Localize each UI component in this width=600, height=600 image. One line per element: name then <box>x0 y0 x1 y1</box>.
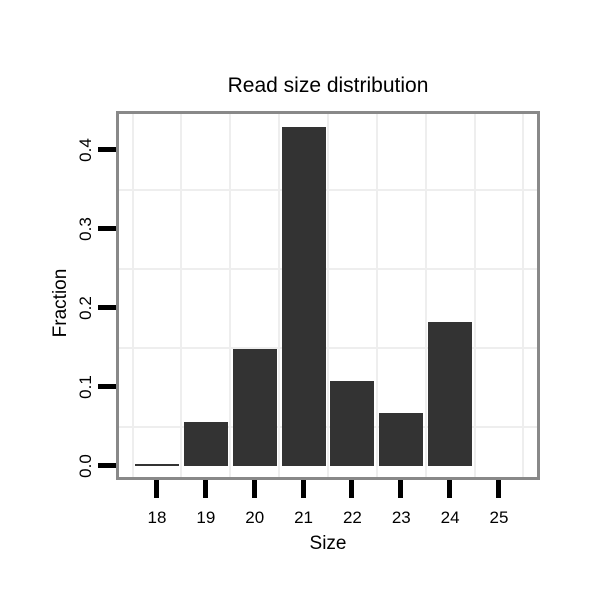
gridline-vertical <box>131 114 134 477</box>
plot-panel <box>116 111 540 480</box>
y-axis-tick <box>98 226 116 231</box>
y-axis-tick-label: 0.0 <box>76 454 95 478</box>
y-axis-tick-label: 0.3 <box>76 217 95 241</box>
gridline-horizontal <box>119 188 537 191</box>
bar-size-20 <box>232 349 277 466</box>
x-axis-tick-label: 21 <box>294 508 314 527</box>
bar-size-23 <box>379 413 424 466</box>
gridline-vertical <box>522 114 525 477</box>
x-axis-tick <box>398 480 404 498</box>
x-axis-tick <box>154 480 159 498</box>
x-axis-tick <box>496 480 501 498</box>
x-axis-tick <box>202 480 208 498</box>
gridline-vertical <box>424 114 427 477</box>
x-axis-tick-label: 24 <box>440 508 460 527</box>
bar-size-19 <box>183 422 228 466</box>
gridline-horizontal <box>119 267 537 270</box>
x-axis-tick-label: 20 <box>245 508 265 527</box>
bar-size-21 <box>281 127 326 466</box>
x-axis-tick-label: 18 <box>147 508 167 527</box>
gridline-horizontal <box>119 346 537 349</box>
x-axis-tick <box>300 480 306 498</box>
y-axis-tick <box>98 305 116 310</box>
y-axis-tick <box>98 147 116 152</box>
x-axis-tick <box>251 480 257 498</box>
gridline-vertical <box>278 114 281 477</box>
gridline-vertical <box>180 114 183 477</box>
x-axis-tick <box>447 480 453 498</box>
x-axis-tick-label: 22 <box>342 508 362 527</box>
gridline-horizontal <box>119 111 537 112</box>
bar-size-22 <box>330 381 375 466</box>
gridline-vertical <box>327 114 329 477</box>
y-axis-label: Fraction <box>50 268 71 338</box>
y-axis-tick <box>98 384 116 389</box>
gridline-horizontal <box>119 425 537 428</box>
x-axis-tick <box>349 480 355 498</box>
gridline-vertical <box>375 114 378 477</box>
bar-size-18 <box>135 464 179 466</box>
x-axis-tick-label: 25 <box>489 508 509 527</box>
x-axis-tick-label: 23 <box>391 508 411 527</box>
y-axis-tick-label: 0.2 <box>76 296 95 320</box>
x-axis-tick-label: 19 <box>196 508 216 527</box>
y-axis-tick-label: 0.4 <box>76 138 95 162</box>
x-axis-label: Size <box>309 533 347 554</box>
y-axis-tick-label: 0.1 <box>76 375 95 399</box>
chart-title: Read size distribution <box>227 74 429 97</box>
gridline-vertical <box>473 114 476 477</box>
gridline-vertical <box>229 114 232 477</box>
y-axis-tick <box>98 463 116 468</box>
bar-size-24 <box>428 322 473 466</box>
